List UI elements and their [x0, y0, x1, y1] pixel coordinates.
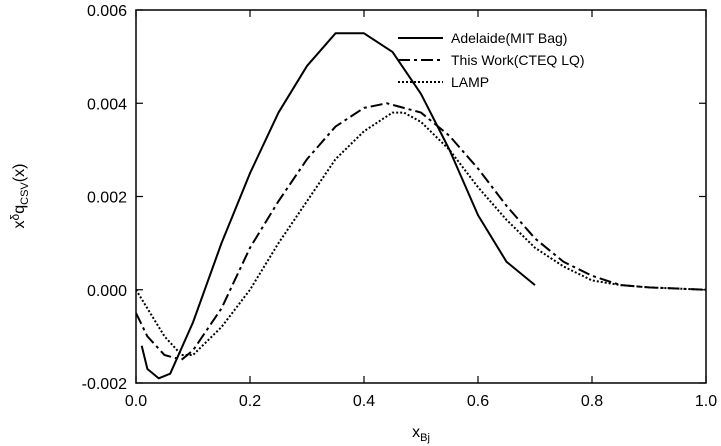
legend-label-1: This Work(CTEQ LQ) — [451, 52, 585, 68]
x-tick-label: 1.0 — [695, 393, 717, 410]
y-axis-label-q: q — [11, 205, 28, 214]
series-group — [136, 32, 706, 380]
y-axis-label-delta: δ — [8, 213, 22, 220]
series-line-1 — [136, 102, 706, 361]
y-axis-label-suffix: (x) — [11, 164, 28, 183]
y-tick-label: 0.000 — [87, 283, 127, 300]
axis-ticks: 0.0 0.2 0.4 0.6 0.8 1.0 -0.002 0.000 0.002 0.004 0… — [82, 3, 718, 410]
y-tick-label: -0.002 — [82, 376, 127, 393]
series-line-2 — [136, 111, 706, 357]
x-axis-label: xBj — [412, 424, 430, 444]
y-tick-label: 0.002 — [87, 190, 127, 207]
legend-label-2: LAMP — [451, 74, 489, 90]
x-tick-label: 0.8 — [581, 393, 603, 410]
y-axis-label-prefix: x — [11, 220, 28, 228]
x-axis-label-main: x — [412, 424, 420, 441]
y-tick-label: 0.006 — [87, 3, 127, 20]
legend-label-0: Adelaide(MIT Bag) — [451, 30, 567, 46]
y-axis-label-sub: CSV — [19, 182, 31, 205]
x-tick-label: 0.4 — [353, 393, 375, 410]
x-tick-label: 0.2 — [239, 393, 261, 410]
legend: Adelaide(MIT Bag) This Work(CTEQ LQ) LAMP — [398, 30, 585, 90]
y-tick-label: 0.004 — [87, 96, 127, 113]
plot-frame — [135, 9, 707, 384]
y-axis-label: xδqCSV(x) — [8, 164, 31, 229]
x-tick-label: 0.6 — [467, 393, 489, 410]
x-axis-label-sub: Bj — [420, 432, 430, 444]
x-tick-label: 0.0 — [125, 393, 147, 410]
series-line-0 — [140, 32, 536, 380]
